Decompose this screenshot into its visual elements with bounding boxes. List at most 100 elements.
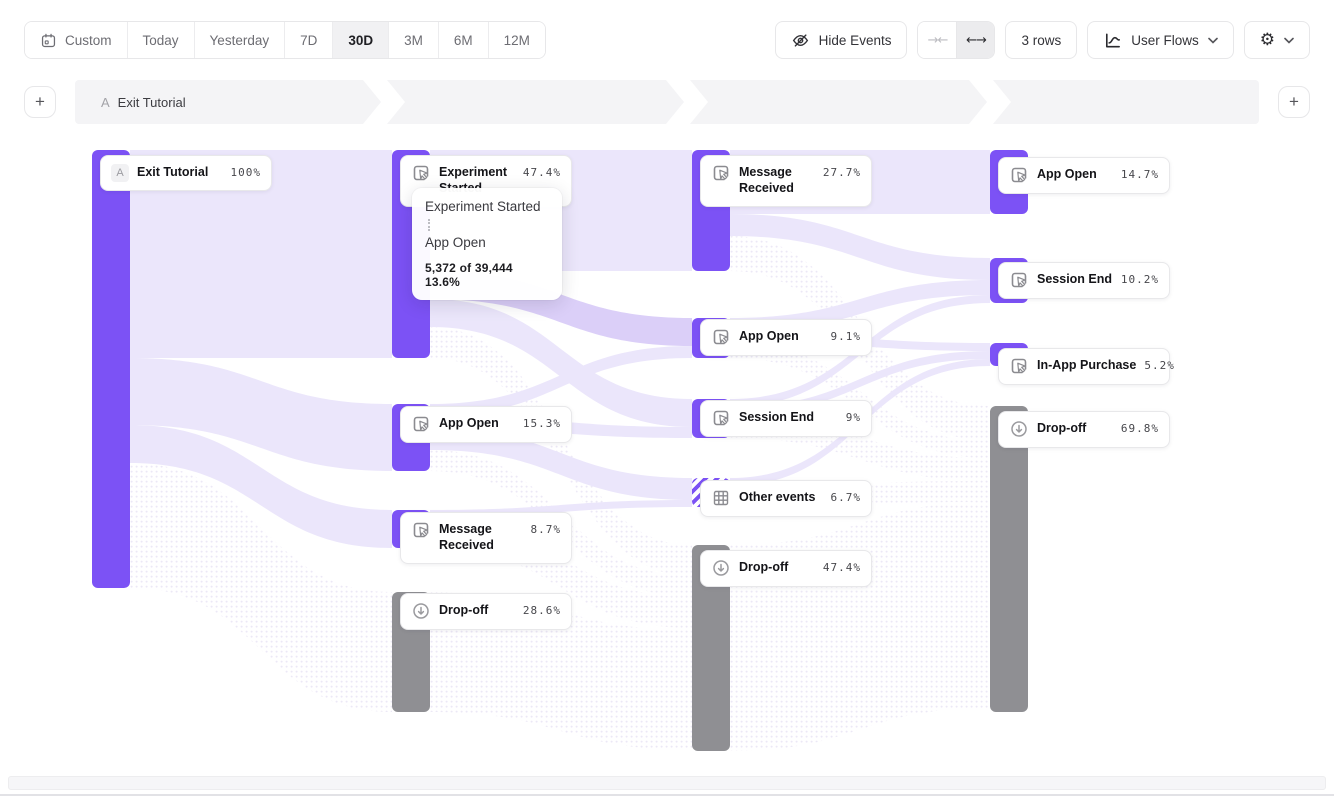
- expand-columns-button[interactable]: ←→: [956, 22, 995, 58]
- drop-off-icon: [1011, 421, 1027, 437]
- node-label: Other events: [739, 490, 816, 504]
- node-card-dropoff-2[interactable]: Drop-off 28.6%: [400, 593, 572, 630]
- tooltip-connector-dotted-line: [428, 219, 549, 232]
- steps-band: A Exit Tutorial: [75, 80, 1259, 124]
- flow-appopen-to-other[interactable]: [430, 428, 692, 500]
- node-card-appopen-3[interactable]: App Open 9.1%: [700, 319, 872, 356]
- node-card-session-4[interactable]: Session End 10.2%: [998, 262, 1170, 299]
- node-percent: 14.7%: [1120, 168, 1159, 181]
- event-cursor-icon: [1011, 167, 1027, 183]
- node-bar-dropoff-4[interactable]: [990, 406, 1028, 712]
- flow-appopen-to-appopen[interactable]: [430, 346, 692, 416]
- step-letter: A: [101, 94, 110, 110]
- step-slot-3[interactable]: [690, 80, 987, 124]
- node-percent: 9.1%: [830, 330, 861, 343]
- step-slot-2[interactable]: [387, 80, 684, 124]
- node-card-inapp-purchase[interactable]: In-App Purchase 5.2%: [998, 348, 1174, 385]
- node-percent: 10.2%: [1120, 273, 1159, 286]
- node-percent: 47.4%: [522, 166, 561, 179]
- node-percent: 15.3%: [522, 417, 561, 430]
- event-cursor-icon: [713, 329, 729, 345]
- chart-type-dropdown[interactable]: User Flows: [1087, 21, 1234, 59]
- add-step-before-button[interactable]: +: [24, 86, 56, 118]
- flow-appopen-to-dropoff-3[interactable]: [730, 341, 990, 458]
- node-label: Message Received: [739, 165, 794, 196]
- node-percent: 8.7%: [530, 523, 561, 536]
- date-range-today[interactable]: Today: [126, 22, 194, 58]
- flow-exit-to-appopen[interactable]: [130, 358, 392, 471]
- flow-exit-to-experiment[interactable]: [130, 150, 392, 358]
- drop-off-icon: [413, 603, 429, 619]
- expand-arrows-icon: ←→: [966, 32, 987, 48]
- rows-button[interactable]: 3 rows: [1005, 21, 1078, 59]
- node-card-other-events[interactable]: Other events 6.7%: [700, 480, 872, 517]
- node-label: In-App Purchase: [1037, 358, 1137, 372]
- tooltip-target-event: App Open: [425, 235, 486, 251]
- flow-experiment-to-dropoff[interactable]: [430, 327, 692, 576]
- date-range-custom[interactable]: Custom: [25, 22, 127, 58]
- node-percent: 9%: [845, 411, 861, 424]
- gear-icon: ⚙: [1259, 29, 1275, 50]
- flow-dropoff-to-dropoff-2[interactable]: [430, 592, 692, 750]
- node-label: Message Received: [439, 522, 494, 553]
- steps-header: + A Exit Tutorial +: [24, 80, 1310, 124]
- event-cursor-icon: [413, 416, 429, 432]
- add-step-after-button[interactable]: +: [1278, 86, 1310, 118]
- flow-links-layer: [130, 150, 990, 751]
- rows-label: 3 rows: [1021, 32, 1062, 48]
- hide-events-button[interactable]: Hide Events: [774, 21, 908, 59]
- window-bottom-border: [0, 794, 1334, 796]
- node-card-dropoff-4[interactable]: Drop-off 69.8%: [998, 411, 1170, 448]
- date-range-7d[interactable]: 7D: [284, 22, 333, 58]
- event-cursor-icon: [713, 410, 729, 426]
- node-percent: 47.4%: [822, 561, 861, 574]
- grid-icon: [713, 490, 729, 506]
- node-label: App Open: [1037, 167, 1097, 181]
- node-card-message-2[interactable]: Message Received 8.7%: [400, 512, 572, 564]
- toolbar-right: Hide Events →← ←→ 3 rows User Flows ⚙: [774, 21, 1310, 59]
- node-label: Drop-off: [1037, 421, 1087, 435]
- node-label: Exit Tutorial: [137, 165, 209, 179]
- eye-off-icon: [792, 33, 808, 47]
- date-range-12m[interactable]: 12M: [487, 22, 545, 58]
- node-label: Drop-off: [739, 560, 789, 574]
- node-card-appopen-2[interactable]: App Open 15.3%: [400, 406, 572, 443]
- node-label: Drop-off: [439, 603, 489, 617]
- node-card-session-3[interactable]: Session End 9%: [700, 400, 872, 437]
- event-cursor-icon: [713, 165, 729, 181]
- node-bar-exit-tutorial[interactable]: [92, 150, 130, 588]
- flow-message-to-session[interactable]: [730, 214, 990, 280]
- event-cursor-icon: [1011, 272, 1027, 288]
- collapse-columns-button[interactable]: →←: [918, 22, 957, 58]
- step-slot-4[interactable]: [993, 80, 1259, 124]
- node-card-dropoff-3[interactable]: Drop-off 47.4%: [700, 550, 872, 587]
- hide-events-label: Hide Events: [818, 32, 892, 48]
- tooltip-source-event: Experiment Started: [425, 199, 541, 214]
- node-percent: 28.6%: [522, 604, 561, 617]
- chart-type-label: User Flows: [1131, 32, 1199, 48]
- date-range-6m[interactable]: 6M: [437, 22, 488, 58]
- node-card-appopen-4[interactable]: App Open 14.7%: [998, 157, 1170, 194]
- flow-session-to-inapp[interactable]: [730, 351, 990, 415]
- date-range-group: Custom Today Yesterday 7D 30D 3M 6M 12M: [24, 21, 546, 59]
- date-range-yesterday[interactable]: Yesterday: [193, 22, 285, 58]
- node-label: Session End: [1037, 272, 1113, 286]
- horizontal-scrollbar-track[interactable]: [8, 776, 1326, 790]
- chevron-down-icon: [1284, 37, 1294, 44]
- node-card-exit-tutorial[interactable]: A Exit Tutorial 100%: [100, 155, 272, 191]
- event-cursor-icon: [1011, 358, 1027, 374]
- user-flows-sankey: A Exit Tutorial 100% Experiment Started …: [0, 130, 1334, 796]
- node-percent: 5.2%: [1144, 359, 1175, 372]
- flow-dropoff-to-dropoff-3[interactable]: [730, 502, 990, 751]
- step-slot-a[interactable]: A Exit Tutorial: [75, 80, 381, 124]
- chevron-down-icon: [1207, 37, 1218, 44]
- flow-experiment-to-session[interactable]: [430, 299, 692, 427]
- collapse-arrows-icon: →←: [927, 32, 949, 48]
- step-event-name: Exit Tutorial: [117, 94, 186, 110]
- flow-exit-to-message[interactable]: [130, 425, 392, 548]
- settings-dropdown[interactable]: ⚙: [1243, 21, 1310, 59]
- node-card-message-3[interactable]: Message Received 27.7%: [700, 155, 872, 207]
- date-range-3m[interactable]: 3M: [388, 22, 438, 58]
- flow-exit-to-dropoff[interactable]: [130, 463, 392, 712]
- date-range-30d[interactable]: 30D: [332, 22, 389, 58]
